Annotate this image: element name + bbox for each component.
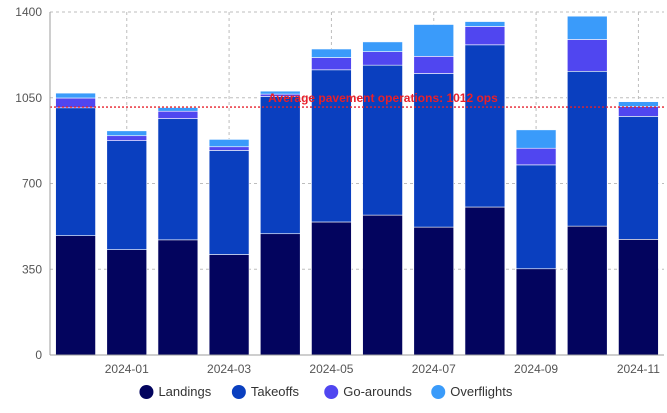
bar-segment-go-arounds[interactable]: Go-arounds 2024-03: 15: [208, 146, 250, 151]
legend-item-go-arounds[interactable]: Go-arounds: [324, 384, 412, 399]
bar-segment-takeoffs[interactable]: Takeoffs 2023-12: 522: [55, 107, 96, 236]
bar-segment-go-arounds[interactable]: Go-arounds 2023-12: 40: [55, 97, 96, 109]
legend-label: Overflights: [450, 384, 513, 399]
bar-segment-takeoffs[interactable]: Takeoffs 2024-03: 425: [208, 150, 250, 255]
bar-segment-takeoffs[interactable]: Takeoffs 2024-02: 495: [157, 118, 199, 241]
bar-segment-landings[interactable]: Landings 2024-08: 604: [464, 206, 506, 356]
bar-segment-go-arounds[interactable]: Go-arounds 2024-01: 20: [106, 135, 148, 141]
bar-segment-landings[interactable]: Landings 2024-04: 495: [259, 233, 301, 356]
average-annotation: Average pavement operations: 1012 ops: [268, 91, 498, 105]
legend-label: Landings: [158, 384, 211, 399]
x-tick-label: 2024-09: [514, 362, 558, 376]
bar-segment-overflights[interactable]: Overflights 2024-10: 95: [566, 15, 608, 40]
bar-segment-overflights[interactable]: Overflights 2024-02: 15: [157, 107, 199, 112]
bar-segment-overflights[interactable]: Overflights 2024-09: 75: [515, 129, 557, 149]
y-tick-label: 1050: [15, 91, 42, 105]
bar-segment-overflights[interactable]: Overflights 2024-04: 12: [259, 90, 301, 95]
bar-segment-landings[interactable]: Landings 2024-11: 472: [618, 239, 659, 356]
bar-segment-takeoffs[interactable]: Takeoffs 2024-11: 502: [618, 116, 659, 240]
x-tick-label: 2024-01: [105, 362, 149, 376]
bar-segment-landings[interactable]: Landings 2024-01: 430: [106, 249, 148, 356]
legend-swatch: [139, 385, 154, 399]
bar-segment-landings[interactable]: Landings 2024-05: 543: [311, 221, 352, 356]
legend-swatch: [231, 385, 246, 399]
bar-segment-overflights[interactable]: Overflights 2024-05: 35: [311, 48, 352, 58]
bar-segment-go-arounds[interactable]: Go-arounds 2024-07: 70: [413, 56, 455, 74]
bar-segment-landings[interactable]: Landings 2024-09: 352: [515, 268, 557, 356]
bar-segment-go-arounds[interactable]: Go-arounds 2024-05: 50: [311, 57, 352, 71]
legend-label: Takeoffs: [251, 384, 300, 399]
bar-segment-go-arounds[interactable]: Go-arounds 2024-02: 30: [157, 110, 199, 119]
bar-segment-go-arounds[interactable]: Go-arounds 2024-10: 130: [566, 39, 608, 72]
y-tick-label: 1400: [15, 5, 42, 19]
bar-segment-landings[interactable]: Landings 2024-03: 410: [208, 254, 250, 356]
bar-segment-takeoffs[interactable]: Takeoffs 2024-09: 424: [515, 164, 557, 270]
bar-segment-go-arounds[interactable]: Go-arounds 2024-08: 75: [464, 26, 506, 46]
bar-segment-overflights[interactable]: Overflights 2024-08: 20: [464, 21, 506, 27]
bar-segment-landings[interactable]: Landings 2024-10: 526: [566, 225, 608, 356]
legend: Landings Takeoffs Go-arounds Overflights: [139, 384, 513, 399]
bar-segment-takeoffs[interactable]: Takeoffs 2024-08: 662: [464, 44, 506, 208]
grid-layer: [50, 11, 664, 355]
bar-segment-takeoffs[interactable]: Takeoffs 2024-10: 632: [566, 70, 608, 227]
bar-segment-overflights[interactable]: Overflights 2024-07: 130: [413, 24, 455, 57]
bar-segment-takeoffs[interactable]: Takeoffs 2024-06: 612: [362, 64, 403, 216]
x-tick-label: 2024-05: [309, 362, 353, 376]
legend-swatch: [324, 385, 339, 399]
y-tick-label: 0: [35, 348, 42, 362]
bar-segment-landings[interactable]: Landings 2024-07: 522: [413, 226, 455, 356]
legend-label: Go-arounds: [343, 384, 412, 399]
x-tick-label: 2024-11: [617, 362, 660, 376]
bar-segment-go-arounds[interactable]: Go-arounds 2024-11: 40: [618, 106, 659, 117]
bar-segment-go-arounds[interactable]: Go-arounds 2024-06: 55: [362, 51, 403, 66]
axis-layer: 0 350 700 1050 1400 2024-01 2024-03 2024-05 2024…: [15, 5, 664, 376]
x-tick-label: 2024-07: [412, 362, 456, 376]
y-tick-label: 350: [22, 262, 42, 276]
bar-segment-overflights[interactable]: Overflights 2023-12: 20: [55, 92, 96, 99]
legend-item-overflights[interactable]: Overflights: [431, 384, 513, 399]
bar-segment-landings[interactable]: Landings 2024-06: 571: [362, 214, 403, 356]
bar-segment-overflights[interactable]: Overflights 2024-01: 20: [106, 130, 148, 137]
bar-segment-overflights[interactable]: Overflights 2024-06: 40: [362, 41, 403, 52]
legend-item-landings[interactable]: Landings: [139, 384, 212, 399]
bar-segment-overflights[interactable]: Overflights 2024-03: 30: [208, 139, 250, 148]
bar-segment-takeoffs[interactable]: Takeoffs 2024-01: 445: [106, 140, 148, 250]
bar-segment-landings[interactable]: Landings 2023-12: 487: [55, 235, 96, 356]
bar-segment-landings[interactable]: Landings 2024-02: 470: [157, 239, 199, 356]
x-tick-label: 2024-03: [207, 362, 251, 376]
bar-segment-go-arounds[interactable]: Go-arounds 2024-09: 68: [515, 147, 557, 166]
bar-segment-takeoffs[interactable]: Takeoffs 2024-07: 627: [413, 73, 455, 228]
bar-segment-overflights[interactable]: Overflights 2024-11: 20: [618, 101, 659, 107]
bar-segment-takeoffs[interactable]: Takeoffs 2024-04: 560: [259, 96, 301, 235]
legend-swatch: [431, 385, 446, 399]
legend-item-takeoffs[interactable]: Takeoffs: [231, 384, 300, 399]
reference-line-layer: Average pavement operations: 1012 ops: [50, 91, 664, 108]
bars-layer: Landings 2023-12: 487Takeoffs 2023-12: 5…: [55, 15, 659, 356]
y-tick-label: 700: [22, 177, 42, 191]
